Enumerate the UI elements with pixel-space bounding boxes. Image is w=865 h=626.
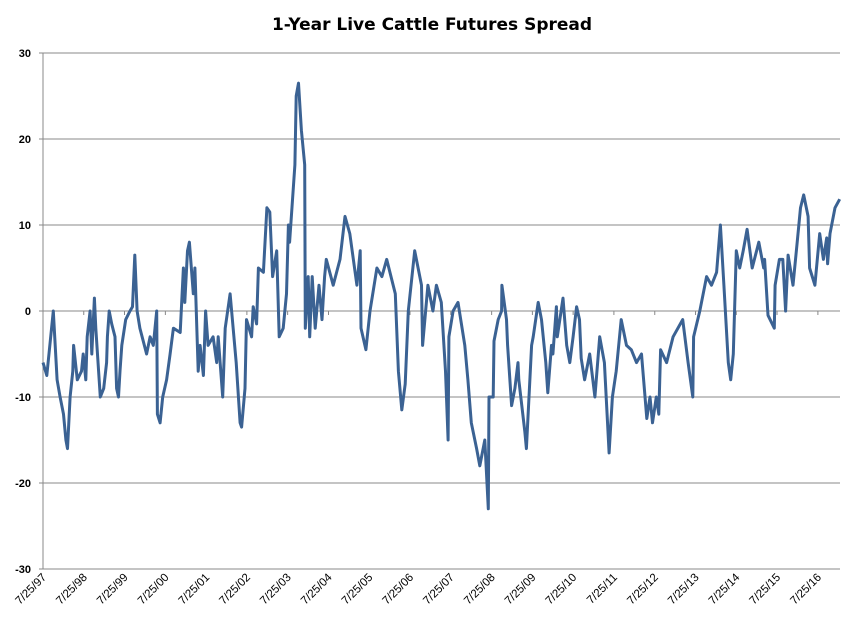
series-group xyxy=(41,81,842,511)
chart-title: 1-Year Live Cattle Futures Spread xyxy=(272,15,592,35)
x-tick-label: 7/25/10 xyxy=(544,572,580,608)
x-tick-label: 7/25/12 xyxy=(625,572,661,608)
x-tick-label: 7/25/05 xyxy=(340,572,376,608)
x-tick-label: 7/25/97 xyxy=(14,572,50,608)
x-tick-label: 7/25/00 xyxy=(136,572,172,608)
y-tick-label: 30 xyxy=(19,48,31,60)
x-tick-label: 7/25/03 xyxy=(258,572,294,608)
x-tick-label: 7/25/99 xyxy=(95,572,131,608)
y-tick-label: -30 xyxy=(15,564,31,576)
x-axis: 7/25/97 7/25/98 7/25/99 7/25/00 7/25/01 7/25/… xyxy=(14,311,824,608)
x-tick-label: 7/25/98 xyxy=(54,572,90,608)
series-line xyxy=(41,81,842,511)
x-tick-label: 7/25/14 xyxy=(707,571,743,607)
gridlines xyxy=(39,52,840,570)
y-axis-ticks: 30 20 10 0 -10 -20 -30 xyxy=(15,48,31,576)
x-tick-label: 7/25/13 xyxy=(666,572,702,608)
x-tick-label: 7/25/04 xyxy=(299,571,335,607)
x-tick-label: 7/25/07 xyxy=(421,572,457,608)
x-tick-label: 7/25/02 xyxy=(217,572,253,608)
y-tick-label: 10 xyxy=(19,220,31,232)
x-tick-label: 7/25/11 xyxy=(585,572,620,607)
y-tick-label: 0 xyxy=(25,306,31,318)
x-tick-label: 7/25/01 xyxy=(177,572,213,608)
x-tick-label: 7/25/06 xyxy=(381,572,417,608)
x-tick-label: 7/25/08 xyxy=(462,572,498,608)
x-tick-label: 7/25/09 xyxy=(503,572,539,608)
x-tick-label: 7/25/16 xyxy=(788,572,824,608)
y-tick-label: -10 xyxy=(15,392,31,404)
x-tick-label: 7/25/15 xyxy=(748,572,784,608)
y-tick-label: 20 xyxy=(19,134,31,146)
y-tick-label: -20 xyxy=(15,478,31,490)
